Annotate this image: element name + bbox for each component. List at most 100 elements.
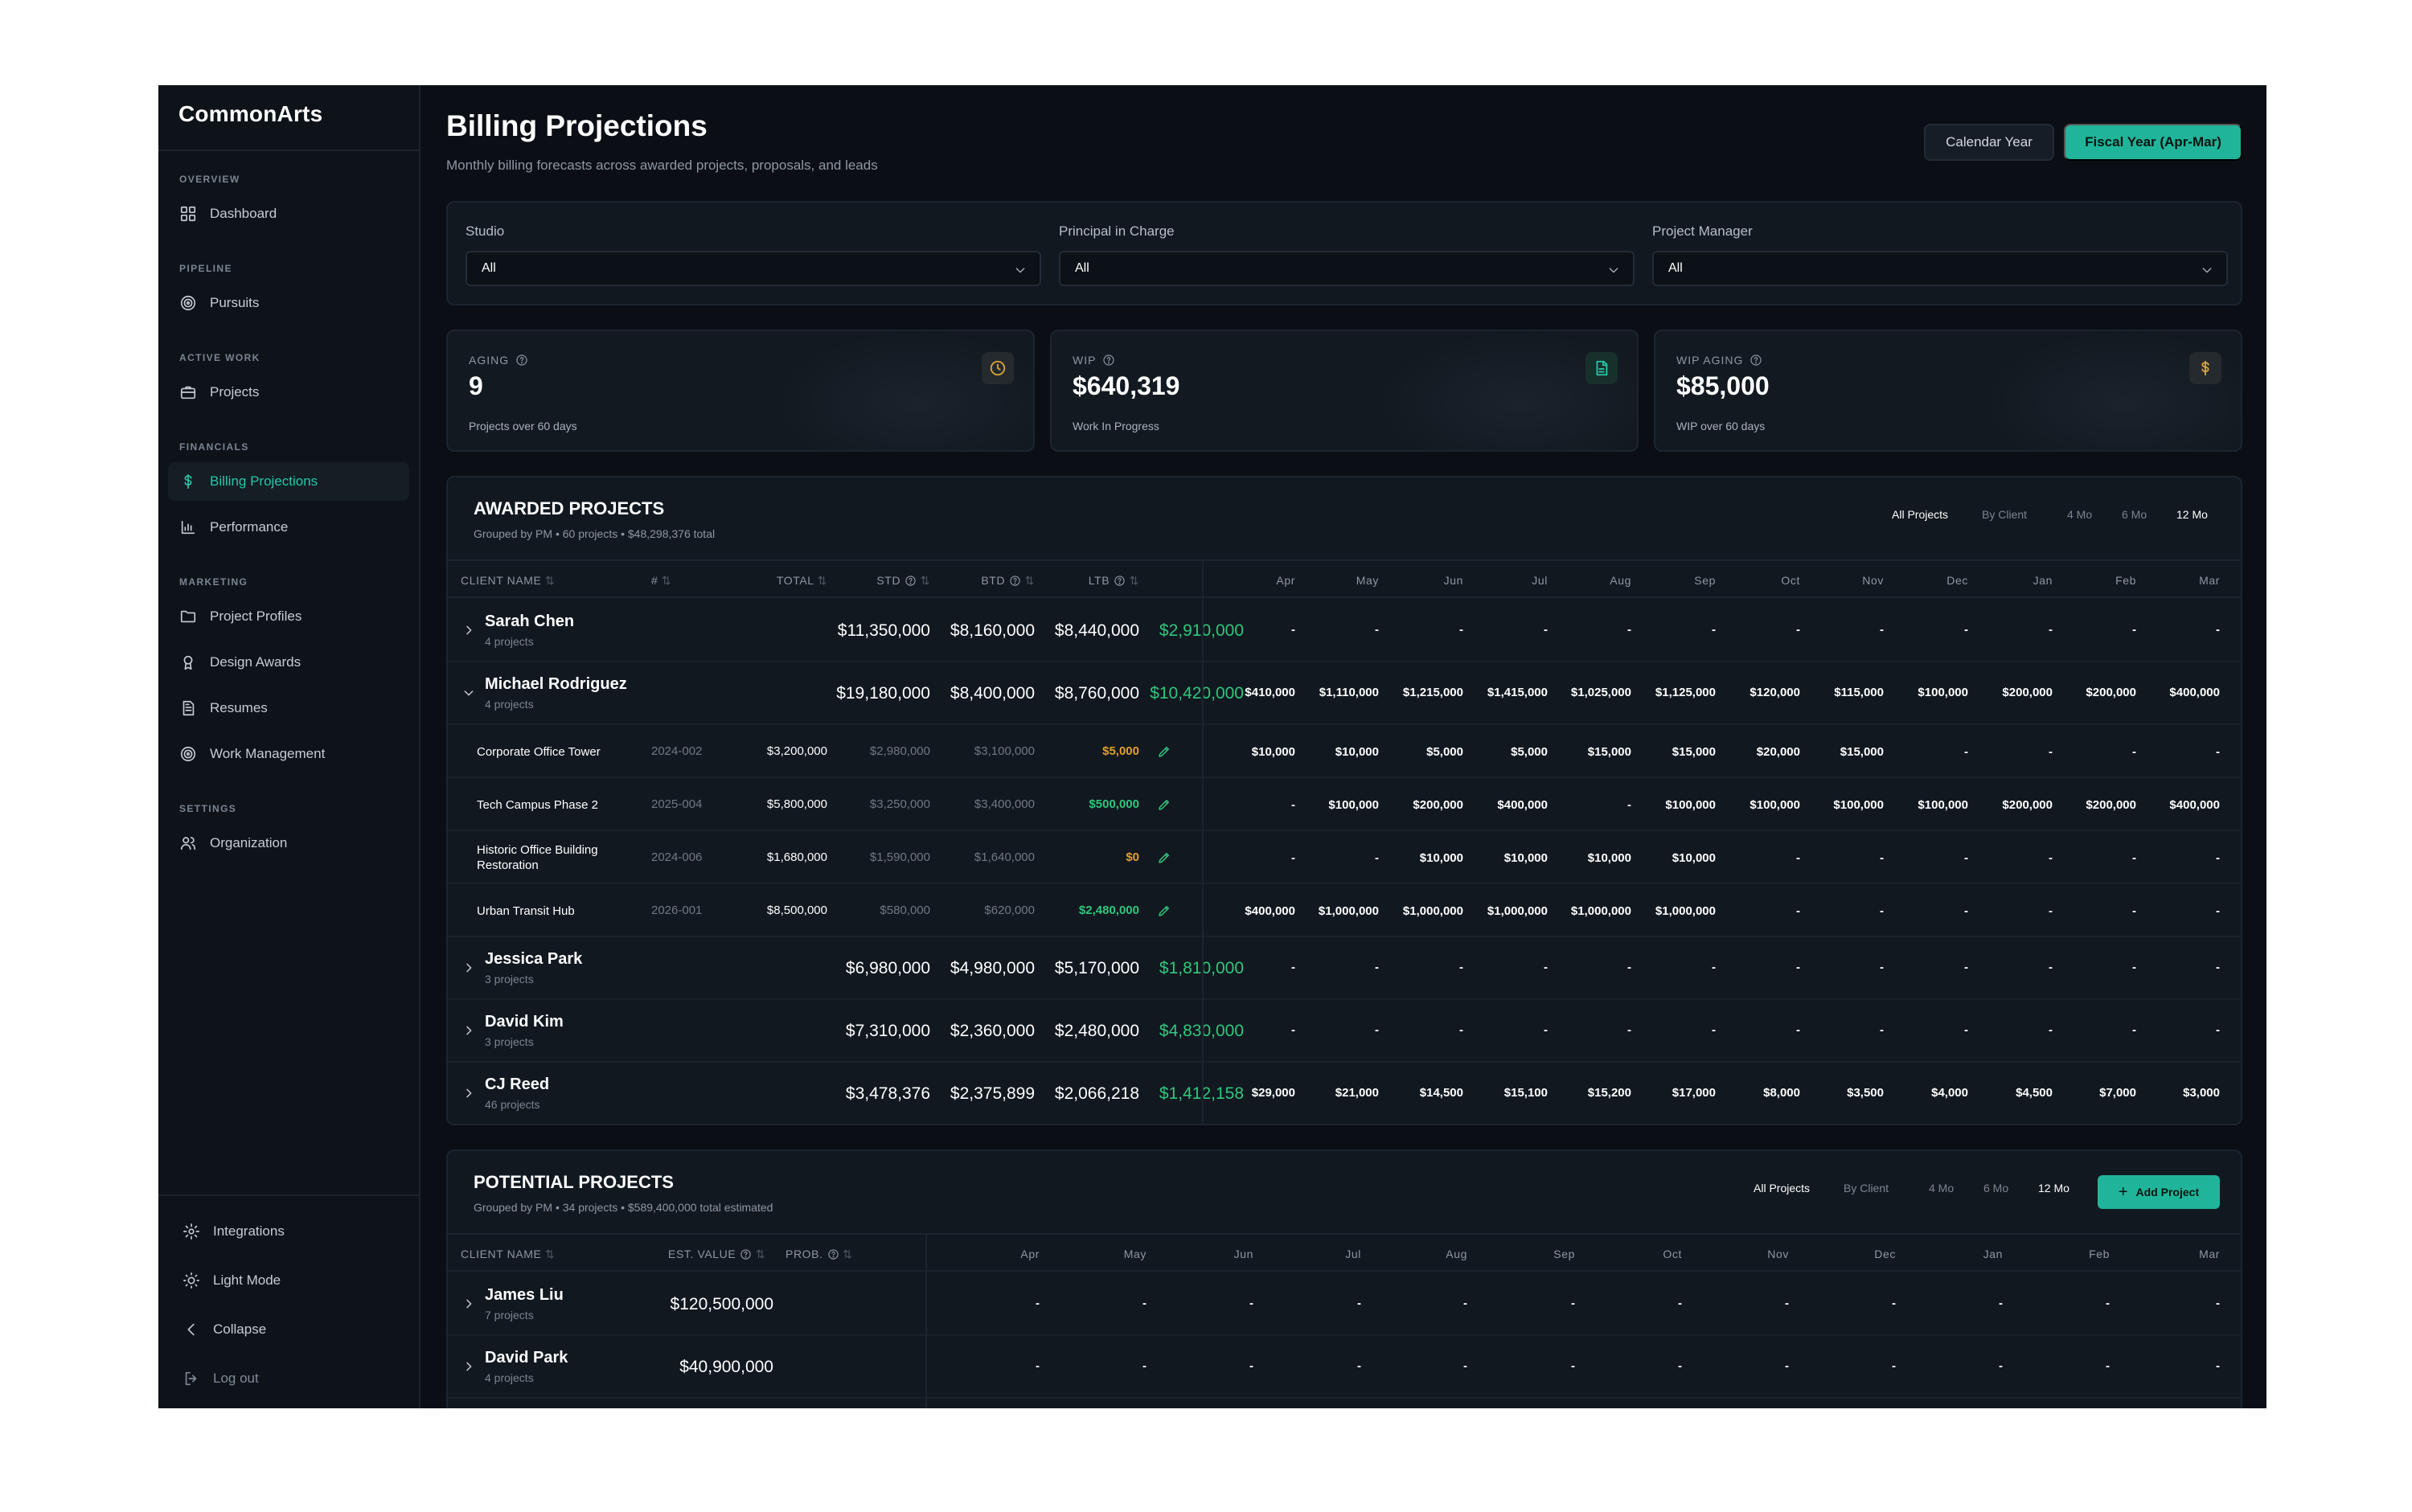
toggle-12-mo[interactable]: 12 Mo — [2038, 1182, 2069, 1194]
sidebar-item-performance[interactable]: Performance — [168, 508, 409, 547]
toggle-all-projects[interactable]: All Projects — [1754, 1182, 1811, 1194]
chevron-down-icon[interactable] — [462, 686, 475, 699]
column-label: Mar — [2199, 1248, 2220, 1260]
col-month-feb: Feb — [2115, 574, 2136, 587]
toggle-6-mo[interactable]: 6 Mo — [1983, 1182, 2009, 1194]
add-project-button[interactable]: + Add Project — [2098, 1175, 2220, 1209]
pencil-icon[interactable] — [1157, 797, 1171, 812]
month-value: - — [2049, 1023, 2053, 1037]
sidebar-item-projects[interactable]: Projects — [168, 373, 409, 412]
help-icon[interactable] — [740, 1248, 752, 1260]
col-client-name[interactable]: CLIENT NAME ⇅ — [461, 574, 555, 588]
chevron-right-icon[interactable] — [462, 1087, 475, 1100]
col-std[interactable]: STD ⇅ — [876, 574, 930, 588]
filter-label-studio: Studio — [466, 223, 505, 239]
help-icon[interactable] — [904, 575, 917, 587]
sort-icon[interactable]: ⇅ — [658, 574, 672, 587]
sort-icon[interactable]: ⇅ — [814, 574, 827, 587]
chevron-right-icon[interactable] — [462, 1024, 475, 1037]
col-month-feb: Feb — [2089, 1248, 2110, 1260]
col-probability[interactable]: PROB. ⇅ — [786, 1248, 852, 1261]
toggle-by-client[interactable]: By Client — [1982, 508, 2028, 521]
toggle-4-mo[interactable]: 4 Mo — [2067, 508, 2093, 521]
sidebar-item-billing-projections[interactable]: Billing Projections — [168, 462, 409, 501]
filter-select-principal-in-charge[interactable]: All — [1059, 251, 1635, 286]
chevron-right-icon[interactable] — [462, 961, 475, 974]
toggle-by-client[interactable]: By Client — [1844, 1182, 1889, 1194]
fiscal-year-button[interactable]: Fiscal Year (Apr-Mar) — [2064, 124, 2242, 161]
col-est-value[interactable]: EST. VALUE ⇅ — [668, 1248, 765, 1261]
sidebar-footer-log-out[interactable]: Log out — [171, 1359, 412, 1398]
sidebar-item-pursuits[interactable]: Pursuits — [168, 284, 409, 322]
help-icon[interactable] — [1096, 354, 1115, 367]
sort-icon[interactable]: ⇅ — [541, 574, 556, 587]
col-total[interactable]: TOTAL ⇅ — [777, 574, 827, 588]
pencil-icon[interactable] — [1157, 744, 1171, 759]
sort-icon[interactable]: ⇅ — [752, 1248, 766, 1260]
month-value: $4,500 — [2016, 1086, 2053, 1100]
help-icon[interactable] — [827, 1248, 839, 1260]
column-label: Jul — [1345, 1248, 1361, 1260]
sort-icon[interactable]: ⇅ — [1126, 574, 1139, 587]
chevron-right-icon[interactable] — [462, 1360, 475, 1373]
column-label: Nov — [1767, 1248, 1789, 1260]
project-row[interactable]: Historic Office Building Restoration 2024… — [448, 831, 2241, 884]
sidebar-item-resumes[interactable]: Resumes — [168, 689, 409, 727]
col-ltb[interactable]: LTB ⇅ — [1089, 574, 1139, 588]
help-icon[interactable] — [1114, 575, 1126, 587]
table-row[interactable]: David Kim 3 projects $7,310,000 $2,360,000 $… — [448, 1000, 2241, 1063]
project-row[interactable]: Tech Campus Phase 2 2025-004 $5,800,000 $3,… — [448, 778, 2241, 831]
month-value: - — [1375, 851, 1379, 865]
column-label: May — [1356, 574, 1379, 587]
sort-icon[interactable]: ⇅ — [1021, 574, 1035, 587]
sidebar-item-design-awards[interactable]: Design Awards — [168, 643, 409, 682]
month-value: - — [1796, 623, 1800, 637]
chevron-right-icon[interactable] — [462, 624, 475, 637]
toggle-12-mo[interactable]: 12 Mo — [2176, 508, 2208, 521]
table-row[interactable]: Sarah Chen 4 projects $11,350,000 $8,160,00… — [448, 600, 2241, 662]
pm-name: James Liu — [485, 1286, 564, 1304]
help-icon[interactable] — [509, 354, 528, 367]
col-btd[interactable]: BTD ⇅ — [981, 574, 1035, 588]
project-row[interactable]: Corporate Office Tower 2024-002 $3,200,000… — [448, 725, 2241, 778]
sidebar-item-dashboard[interactable]: Dashboard — [168, 195, 409, 233]
value-total: $7,310,000 — [845, 1022, 930, 1040]
project-row[interactable]: Urban Transit Hub 2026-001 $8,500,000 $580,… — [448, 884, 2241, 937]
chevron-right-icon[interactable] — [462, 1297, 475, 1310]
page-title: Billing Projections — [446, 109, 708, 142]
help-icon[interactable] — [1009, 575, 1021, 587]
pencil-icon[interactable] — [1157, 850, 1171, 865]
calendar-year-button[interactable]: Calendar Year — [1924, 124, 2054, 161]
project-name: Tech Campus Phase 2 — [477, 798, 598, 812]
main-content: Billing Projections Monthly billing fore… — [446, 85, 2242, 1408]
sort-icon[interactable]: ⇅ — [839, 1248, 853, 1260]
help-icon[interactable] — [1743, 354, 1762, 367]
sidebar-item-organization[interactable]: Organization — [168, 824, 409, 863]
toggle-4-mo[interactable]: 4 Mo — [1929, 1182, 1955, 1194]
table-row[interactable]: Jessica Park 3 projects $6,980,000 $4,980,0… — [448, 937, 2241, 1000]
sidebar-item-work-management[interactable]: Work Management — [168, 735, 409, 773]
sort-icon[interactable]: ⇅ — [541, 1248, 556, 1260]
table-row[interactable]: James Liu 7 projects $120,500,000 - - - - - - - - -… — [448, 1273, 2241, 1336]
col-number[interactable]: # ⇅ — [651, 574, 671, 588]
sidebar-item-project-profiles[interactable]: Project Profiles — [168, 597, 409, 636]
month-value: - — [1796, 851, 1800, 865]
brand-logo[interactable]: CommonArts — [178, 101, 323, 126]
filter-select-project-manager[interactable]: All — [1652, 251, 2228, 286]
pencil-icon[interactable] — [1157, 904, 1171, 918]
filter-select-studio[interactable]: All — [466, 251, 1041, 286]
kpi-label-text: WIP AGING — [1676, 354, 1744, 367]
toggle-all-projects[interactable]: All Projects — [1892, 508, 1949, 521]
col-client-name[interactable]: CLIENT NAME ⇅ — [461, 1248, 555, 1261]
table-row[interactable]: David Park 4 projects $40,900,000 - - - - - - - - -… — [448, 1336, 2241, 1399]
month-value: $100,000 — [1665, 798, 1716, 812]
table-row[interactable]: Michael Rodriguez 4 projects $19,180,000 $8… — [448, 662, 2241, 725]
sidebar-footer-light-mode[interactable]: Light Mode — [171, 1261, 412, 1300]
toggle-6-mo[interactable]: 6 Mo — [2122, 508, 2147, 521]
sort-icon[interactable]: ⇅ — [917, 574, 930, 587]
sidebar-footer-integrations[interactable]: Integrations — [171, 1212, 412, 1251]
dollar-icon — [179, 473, 210, 490]
table-row[interactable]: CJ Reed 46 projects $3,478,376 $2,375,899 $2… — [448, 1063, 2241, 1124]
sidebar-footer-collapse[interactable]: Collapse — [171, 1310, 412, 1349]
month-value: $14,500 — [1419, 1086, 1463, 1100]
